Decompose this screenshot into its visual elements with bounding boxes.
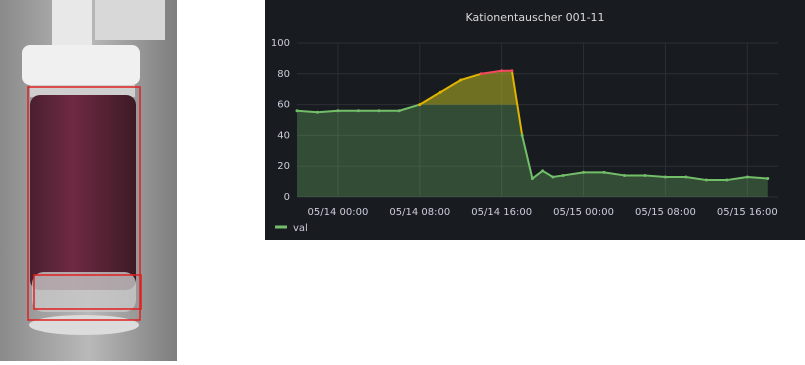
line-segment — [316, 109, 339, 114]
y-tick-label: 100 — [271, 38, 290, 49]
point — [745, 175, 749, 179]
y-tick-label: 60 — [277, 100, 290, 111]
line-segment — [418, 91, 442, 106]
line-segment — [643, 174, 667, 178]
point — [684, 175, 688, 179]
line-segment — [684, 175, 708, 182]
line-segment — [725, 175, 749, 182]
point — [725, 178, 729, 182]
x-tick-label: 05/15 00:00 — [553, 207, 614, 218]
line-segment — [541, 169, 554, 178]
line-segment — [398, 103, 421, 112]
point — [602, 170, 606, 174]
x-tick-label: 05/14 00:00 — [308, 207, 369, 218]
point — [438, 90, 442, 94]
legend-label: val — [293, 223, 308, 234]
area-threshold — [419, 70, 518, 105]
point — [418, 103, 422, 107]
point — [520, 133, 524, 137]
panel — [265, 0, 805, 240]
x-tick-label: 05/15 16:00 — [717, 207, 778, 218]
line-segment — [746, 175, 769, 180]
point — [663, 175, 667, 179]
x-tick-label: 05/15 08:00 — [635, 207, 696, 218]
point — [500, 69, 504, 73]
point — [622, 173, 626, 177]
y-tick-label: 40 — [277, 130, 290, 141]
point — [551, 175, 555, 179]
line-segment — [551, 174, 565, 178]
point — [377, 109, 381, 113]
point — [356, 109, 360, 113]
point — [397, 109, 401, 113]
line-segment — [439, 78, 462, 94]
point — [295, 109, 299, 113]
point — [643, 173, 647, 177]
line-segment — [459, 72, 483, 81]
line-segment — [531, 169, 544, 180]
x-tick-label: 05/14 08:00 — [389, 207, 450, 218]
point — [541, 169, 545, 173]
y-tick-label: 20 — [277, 161, 290, 172]
point — [315, 110, 319, 114]
point — [336, 109, 340, 113]
line-segment — [296, 109, 319, 114]
point — [561, 173, 565, 177]
point — [479, 72, 483, 76]
chart-title: Kationentauscher 001-11 — [465, 11, 604, 24]
point — [582, 170, 586, 174]
x-tick-label: 05/14 16:00 — [471, 207, 532, 218]
photo — [0, 0, 177, 361]
line-segment — [603, 171, 626, 177]
area — [297, 70, 768, 197]
line-segment — [521, 134, 534, 180]
line-segment — [510, 69, 524, 137]
y-tick-label: 80 — [277, 69, 290, 80]
point — [766, 177, 770, 181]
point — [530, 177, 534, 181]
y-tick-label: 0 — [284, 192, 290, 203]
point — [510, 69, 514, 73]
line-segment — [480, 69, 503, 75]
line-segment — [562, 171, 585, 177]
point — [459, 78, 463, 82]
point — [704, 178, 708, 182]
